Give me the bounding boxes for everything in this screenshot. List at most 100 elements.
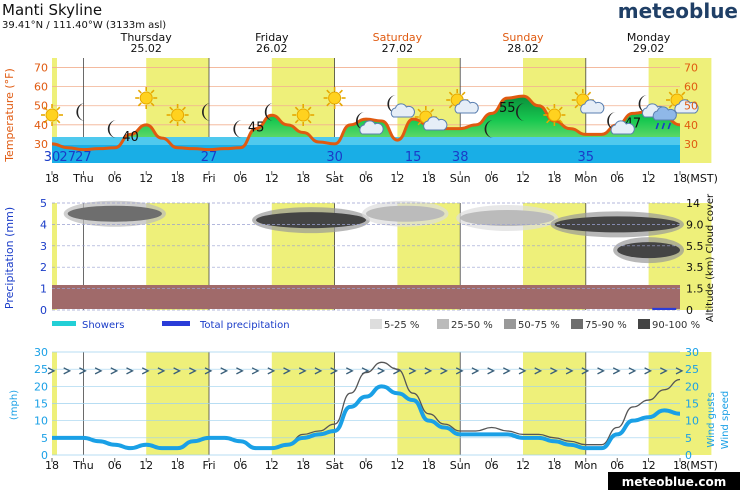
cloud-blob: [617, 242, 680, 259]
wind-arrow: [283, 367, 291, 375]
y-tick-label: 70: [34, 62, 48, 75]
cloud-shape: [674, 99, 699, 114]
altitude-tick-label: 1.5: [686, 283, 704, 296]
legend: Showers Total precipitation 5-25 % 25-50 …: [52, 319, 700, 331]
wind-speed-axis-label: Wind speed: [720, 391, 731, 450]
altitude-tick-label: 0: [686, 304, 693, 317]
moon-cloud-icon: [607, 112, 635, 135]
footer-brand[interactable]: meteoblue.com: [622, 475, 727, 489]
sun-icon: [41, 104, 63, 126]
cloud-shape: [610, 120, 635, 135]
sun-ray: [326, 89, 331, 94]
wind-arrow: [581, 367, 590, 375]
time-label: Thu: [72, 172, 94, 185]
y-tick-label-right: 70: [684, 62, 698, 75]
sun-ray: [668, 104, 673, 109]
time-label: 18: [673, 172, 687, 185]
time-label: 18: [422, 172, 436, 185]
sun-icon: [292, 104, 315, 126]
temperature-value-label: 30: [44, 150, 61, 165]
moon-shape: [107, 120, 117, 138]
temperature-line: [51, 94, 681, 152]
time-label: 06: [108, 459, 122, 472]
temperature-value-label: 45: [248, 120, 265, 135]
time-label: Sat: [326, 459, 345, 472]
sun-cloud-icon: [414, 106, 448, 131]
precip-tick-label: 2: [40, 261, 47, 274]
daylight-bands: [52, 58, 712, 455]
legend-cloud-label: 25-50 %: [451, 320, 493, 331]
sun-ray: [338, 89, 343, 94]
wind-arrow: [141, 367, 150, 375]
temperature-value-label: 27: [201, 150, 218, 165]
sun-ray: [150, 102, 155, 107]
legend-precip-label: Total precipitation: [199, 320, 290, 331]
time-label: 12: [139, 459, 153, 472]
precip-tick-label: 4: [40, 218, 47, 231]
wind-direction-arrows: [47, 367, 684, 375]
wind-arrow: [47, 367, 56, 375]
sun-disc: [296, 108, 310, 122]
temperature-value-label: 35: [578, 150, 595, 165]
wind-arrow: [550, 367, 558, 375]
wind-tick-label-right: 30: [685, 346, 699, 359]
wind-arrow: [675, 367, 684, 375]
precip-tick-label: 1: [40, 283, 47, 296]
wind-arrow: [612, 367, 621, 375]
sun-disc: [171, 108, 185, 122]
legend-showers-label: Showers: [82, 320, 124, 331]
y-tick-label-right: 30: [684, 138, 698, 151]
sun-ray: [430, 108, 435, 113]
day-date: 29.02: [633, 42, 665, 55]
legend-cloud-swatch: [638, 319, 650, 329]
wind-tick-label: 30: [34, 346, 48, 359]
location-coords: 39.41°N / 111.40°W (3133m asl): [2, 20, 166, 31]
cloud-shape: [580, 99, 605, 114]
y-tick-label: 40: [34, 119, 48, 132]
wind-tick-label-right: 20: [685, 380, 699, 393]
legend-cloud-label: 50-75 %: [518, 320, 560, 331]
moon-icon: [233, 120, 243, 138]
sun-ray: [326, 102, 331, 107]
wind-arrow: [110, 367, 119, 375]
y-tick-label-right: 50: [684, 100, 698, 113]
moon-icon: [264, 103, 274, 121]
moon-cloud-icon: [387, 95, 415, 118]
temperature-value-label: 40: [122, 130, 139, 145]
altitude-tick-label: 5.5: [686, 240, 704, 253]
raindrop: [655, 122, 660, 130]
day-date: 26.02: [256, 42, 288, 55]
sun-ray: [307, 106, 312, 111]
sun-ray: [461, 91, 466, 96]
time-label: 18: [673, 459, 687, 472]
wind-tick-label: 10: [34, 415, 48, 428]
time-axis-bottom: 18 Thu 06 12 18 Fri 06 12 18 Sat 06 12 18 Sun 06 12 18 Mo…: [45, 458, 718, 472]
time-label: 12: [139, 172, 153, 185]
time-label: 18: [547, 459, 561, 472]
temperature-value-label: 55: [499, 101, 516, 116]
wind-tick-label: 5: [41, 432, 48, 445]
legend-cloud-swatch: [437, 319, 449, 329]
raindrop: [661, 122, 666, 130]
time-label: 06: [610, 459, 624, 472]
y-tick-label-right: 40: [684, 119, 698, 132]
wind-arrow: [503, 367, 511, 375]
brand-logo[interactable]: meteoblue: [618, 0, 738, 23]
wind-axis-label: (mph): [9, 390, 20, 420]
legend-precip-swatch: [162, 321, 190, 326]
time-label: 12: [516, 459, 530, 472]
time-label: 12: [390, 459, 404, 472]
time-label: Mon: [574, 459, 597, 472]
time-label: 06: [485, 459, 499, 472]
sun-icon: [166, 104, 189, 126]
altitude-tick-label: 3.5: [686, 261, 704, 274]
time-label: 18: [422, 459, 436, 472]
sun-disc: [139, 91, 153, 105]
cloud-blob: [366, 205, 445, 222]
moon-shape: [264, 103, 274, 121]
time-label: 06: [359, 459, 373, 472]
legend-cloud-label: 75-90 %: [585, 320, 627, 331]
moon-shape: [387, 95, 397, 113]
